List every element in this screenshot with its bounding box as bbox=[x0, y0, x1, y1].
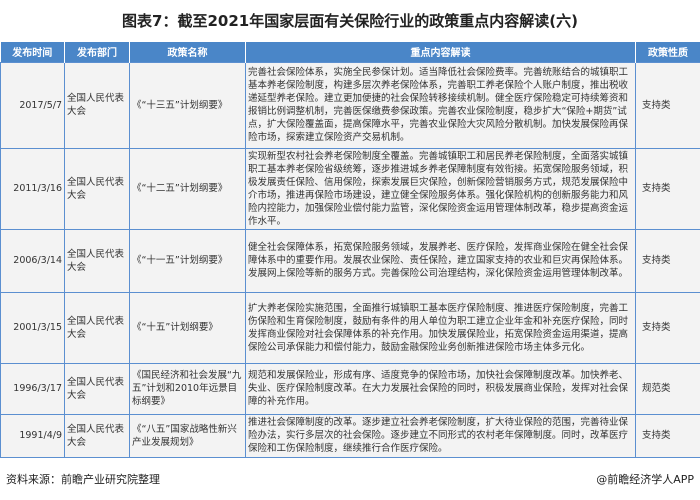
cell-date: 2001/3/15 bbox=[0, 291, 65, 364]
cell-dept: 全国人民代表大会 bbox=[64, 291, 130, 364]
cell-content: 完善社会保险体系，实施全民参保计划。适当降低社会保险费率。完善统账结合的城镇职工… bbox=[245, 61, 636, 149]
cell-date: 2011/3/16 bbox=[0, 147, 65, 230]
page-title: 图表7：截至2021年国家层面有关保险行业的政策重点内容解读(六) bbox=[122, 12, 578, 30]
cell-dept: 全国人民代表大会 bbox=[64, 413, 130, 458]
cell-type: 支持类 bbox=[635, 147, 700, 230]
table-row: 2017/5/7 全国人民代表大会 《“十三五”计划纲要》 完善社会保险体系，实施全民… bbox=[0, 61, 700, 149]
table-row: 2011/3/16 全国人民代表大会 《“十二五”计划纲要》 实现新型农村社会养老保险… bbox=[0, 147, 700, 230]
footer: 资料来源：前瞻产业研究院整理 @前瞻经济学人APP bbox=[6, 471, 694, 487]
cell-policy-name: 《“十三五”计划纲要》 bbox=[129, 61, 246, 149]
table-header: 发布时间 发布部门 政策名称 重点内容解读 政策性质 bbox=[0, 42, 700, 62]
cell-dept: 全国人民代表大会 bbox=[64, 228, 130, 293]
policy-table: 发布时间 发布部门 政策名称 重点内容解读 政策性质 2017/5/7 全国人民代… bbox=[0, 42, 700, 458]
cell-policy-name: 《“十一五”计划纲要》 bbox=[129, 228, 246, 293]
header-content: 重点内容解读 bbox=[245, 42, 636, 62]
cell-content: 规范和发展保险业，形成有序、适度竞争的保险市场，加快社会保障制度改革。加快养老、… bbox=[245, 362, 636, 415]
cell-content: 健全社会保障体系，拓宽保险服务领域，发展养老、医疗保险，发挥商业保险在健全社会保… bbox=[245, 228, 636, 293]
cell-dept: 全国人民代表大会 bbox=[64, 362, 130, 415]
cell-content: 扩大养老保险实施范围，全面推行城镇职工基本医疗保险制度、推进医疗保险制度，完善工… bbox=[245, 291, 636, 364]
cell-policy-name: 《国民经济和社会发展“九五”计划和2010年远景目标纲要》 bbox=[129, 362, 246, 415]
cell-type: 支持类 bbox=[635, 413, 700, 458]
source-note: 资料来源：前瞻产业研究院整理 bbox=[6, 473, 160, 486]
cell-date: 1991/4/9 bbox=[0, 413, 65, 458]
cell-policy-name: 《“十二五”计划纲要》 bbox=[129, 147, 246, 230]
cell-dept: 全国人民代表大会 bbox=[64, 61, 130, 149]
header-dept: 发布部门 bbox=[64, 42, 130, 62]
cell-type: 支持类 bbox=[635, 61, 700, 149]
table-row: 1996/3/17 全国人民代表大会 《国民经济和社会发展“九五”计划和2010年远… bbox=[0, 362, 700, 415]
header-name: 政策名称 bbox=[129, 42, 246, 62]
cell-type: 支持类 bbox=[635, 228, 700, 293]
table-row: 1991/4/9 全国人民代表大会 《“八五”国家战略性新兴产业发展规划》 推进社会保… bbox=[0, 413, 700, 458]
cell-policy-name: 《“八五”国家战略性新兴产业发展规划》 bbox=[129, 413, 246, 458]
table-row: 2006/3/14 全国人民代表大会 《“十一五”计划纲要》 健全社会保障体系，拓宽保… bbox=[0, 228, 700, 293]
cell-content: 实现新型农村社会养老保险制度全覆盖。完善城镇职工和居民养老保险制度，全面落实城镇… bbox=[245, 147, 636, 230]
cell-date: 2006/3/14 bbox=[0, 228, 65, 293]
brand-label: @前瞻经济学人APP bbox=[596, 473, 694, 486]
cell-date: 2017/5/7 bbox=[0, 61, 65, 149]
cell-policy-name: 《“十五”计划纲要》 bbox=[129, 291, 246, 364]
table-row: 2001/3/15 全国人民代表大会 《“十五”计划纲要》 扩大养老保险实施范围，全面… bbox=[0, 291, 700, 364]
header-type: 政策性质 bbox=[635, 42, 700, 62]
header-date: 发布时间 bbox=[0, 42, 65, 62]
cell-content: 推进社会保障制度的改革。逐步建立社会养老保险制度，扩大待业保险的范围，完善待业保… bbox=[245, 413, 636, 458]
cell-date: 1996/3/17 bbox=[0, 362, 65, 415]
cell-type: 规范类 bbox=[635, 362, 700, 415]
cell-dept: 全国人民代表大会 bbox=[64, 147, 130, 230]
cell-type: 支持类 bbox=[635, 291, 700, 364]
